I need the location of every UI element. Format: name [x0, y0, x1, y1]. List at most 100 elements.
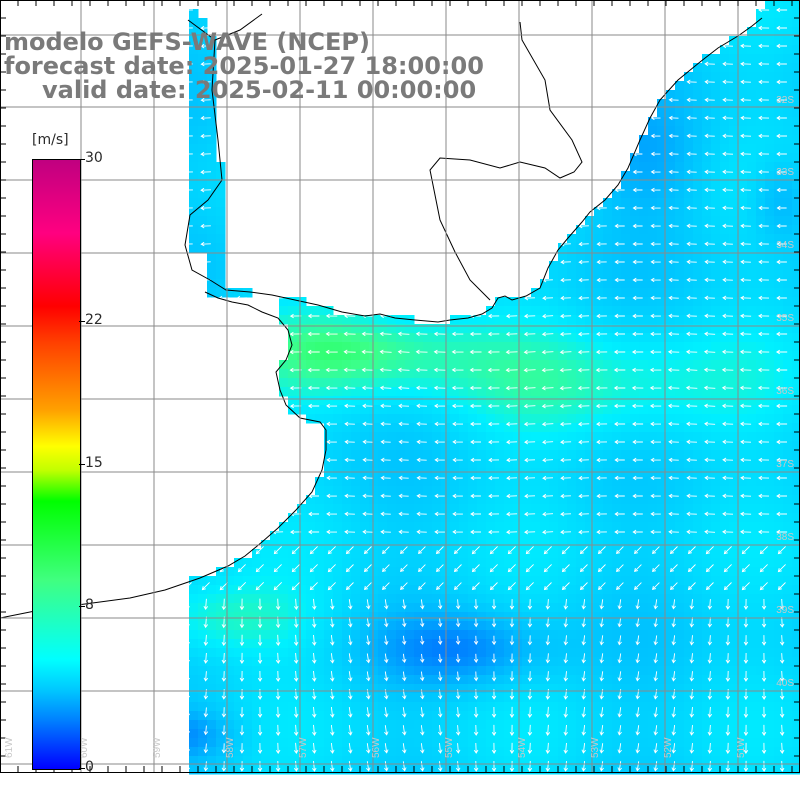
wind-cell [288, 522, 298, 532]
wind-arrow [578, 223, 589, 229]
wind-cell [198, 90, 208, 100]
wind-cell [657, 477, 667, 487]
wind-cell [387, 630, 397, 640]
wind-cell [630, 576, 640, 586]
wind-cell [522, 423, 532, 433]
wind-arrow [527, 671, 533, 682]
wind-cell [450, 603, 460, 613]
wind-cell [189, 72, 199, 82]
wind-cell [738, 207, 748, 217]
wind-cell [369, 387, 379, 397]
wind-cell [738, 54, 748, 64]
wind-arrow [668, 457, 679, 463]
wind-cell [306, 765, 316, 775]
wind-arrow [725, 617, 731, 628]
wind-cell [216, 630, 226, 640]
wind-arrow [312, 598, 317, 610]
wind-cell [702, 315, 712, 325]
wind-cell [531, 684, 541, 694]
wind-cell [657, 378, 667, 388]
wind-cell [648, 261, 658, 271]
wind-cell [270, 657, 280, 667]
wind-cell [621, 297, 631, 307]
wind-arrow [703, 349, 716, 355]
wind-arrow [653, 653, 658, 664]
wind-cell [675, 567, 685, 577]
wind-cell [396, 414, 406, 424]
wind-cell [630, 216, 640, 226]
wind-cell [792, 144, 800, 154]
wind-cell [792, 702, 800, 712]
wind-cell [189, 144, 199, 154]
wind-arrow [650, 151, 661, 157]
wind-arrow [725, 635, 731, 646]
wind-cell [783, 99, 793, 109]
wind-cell [603, 279, 613, 289]
wind-cell [486, 630, 496, 640]
wind-arrow [307, 331, 320, 337]
wind-cell [567, 702, 577, 712]
wind-cell [531, 747, 541, 757]
wind-cell [504, 675, 514, 685]
wind-cell [756, 198, 766, 208]
wind-cell [621, 504, 631, 514]
wind-cell [423, 396, 433, 406]
wind-cell [513, 513, 523, 523]
wind-cell [459, 405, 469, 415]
wind-cell [297, 576, 307, 586]
wind-arrow [418, 564, 426, 572]
wind-cell [702, 333, 712, 343]
wind-cell [675, 198, 685, 208]
wind-cell [675, 171, 685, 181]
wind-cell [774, 459, 784, 469]
wind-cell [585, 729, 595, 739]
wind-cell [630, 207, 640, 217]
wind-cell [495, 522, 505, 532]
wind-cell [468, 315, 478, 325]
wind-arrow [452, 421, 464, 427]
wind-cell [288, 765, 298, 775]
wind-arrow [596, 439, 608, 445]
wind-cell [621, 585, 631, 595]
wind-cell [576, 405, 586, 415]
wind-cell [783, 315, 793, 325]
wind-cell [288, 342, 298, 352]
wind-cell [684, 684, 694, 694]
wind-cell [765, 504, 775, 514]
wind-arrow [434, 457, 445, 463]
wind-cell [342, 756, 352, 766]
wind-cell [594, 432, 604, 442]
wind-cell [684, 216, 694, 226]
wind-cell [540, 711, 550, 721]
wind-cell [675, 216, 685, 226]
wind-arrow [361, 367, 374, 373]
wind-cell [765, 117, 775, 127]
wind-cell [198, 675, 208, 685]
wind-cell [639, 693, 649, 703]
wind-cell [657, 135, 667, 145]
wind-cell [333, 315, 343, 325]
wind-arrow [776, 259, 787, 265]
wind-cell [657, 612, 667, 622]
wind-cell [360, 558, 370, 568]
wind-cell [711, 639, 721, 649]
wind-arrow [509, 653, 515, 664]
wind-cell [504, 351, 514, 361]
wind-cell [315, 414, 325, 424]
wind-cell [666, 270, 676, 280]
wind-cell [711, 432, 721, 442]
wind-cell [774, 360, 784, 370]
wind-cell [765, 342, 775, 352]
wind-cell [603, 198, 613, 208]
wind-cell [684, 711, 694, 721]
wind-cell [306, 603, 316, 613]
wind-cell [729, 288, 739, 298]
wind-cell [738, 117, 748, 127]
wind-cell [234, 693, 244, 703]
wind-cell [342, 612, 352, 622]
wind-cell [198, 630, 208, 640]
wind-cell [405, 450, 415, 460]
wind-cell [558, 351, 568, 361]
wind-cell [648, 162, 658, 172]
wind-cell [504, 342, 514, 352]
